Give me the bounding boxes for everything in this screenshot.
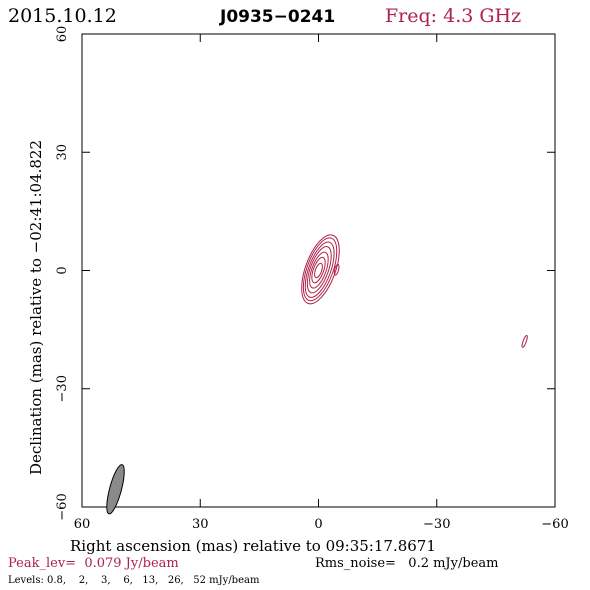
beam-group (106, 464, 125, 515)
x-tick-label: −60 (541, 517, 568, 532)
source-name: J0935−0241 (219, 7, 335, 27)
y-tick-label: 0 (55, 266, 70, 274)
contour-levels: Levels: 0.8, 2, 3, 6, 13, 26, 52 mJy/bea… (8, 575, 260, 586)
contour-line (302, 237, 338, 302)
x-tick-label: 60 (74, 517, 91, 532)
observation-date: 2015.10.12 (8, 5, 117, 27)
y-tick-label: 60 (55, 26, 70, 43)
axis-ticks (81, 33, 556, 508)
y-tick-label: −30 (55, 375, 70, 402)
contour-line (304, 241, 335, 298)
x-tick-label: 30 (192, 517, 209, 532)
contour-line (309, 251, 329, 289)
contour-line (521, 334, 528, 348)
frequency-label: Freq: 4.3 GHz (385, 5, 521, 27)
peak-level: Peak_lev= 0.079 Jy/beam (8, 556, 179, 571)
x-axis-label: Right ascension (mas) relative to 09:35:… (70, 537, 436, 555)
beam-ellipse (106, 464, 125, 515)
axis-tick-labels: 60 30 0 −30 −60 −60 −30 0 30 60 (55, 26, 569, 532)
y-axis-label: Declination (mas) relative to −02:41:04.… (27, 140, 45, 475)
y-tick-label: 30 (55, 144, 70, 161)
x-tick-label: −30 (423, 517, 450, 532)
contour-line (314, 262, 323, 279)
plot-frame (81, 33, 556, 508)
contour-line (311, 256, 326, 284)
contour-group (301, 234, 528, 348)
x-tick-label: 0 (314, 517, 322, 532)
contour-line (333, 263, 340, 276)
rms-noise: Rms_noise= 0.2 mJy/beam (315, 556, 498, 571)
contour-line (306, 246, 332, 294)
y-tick-label: −60 (55, 493, 70, 520)
